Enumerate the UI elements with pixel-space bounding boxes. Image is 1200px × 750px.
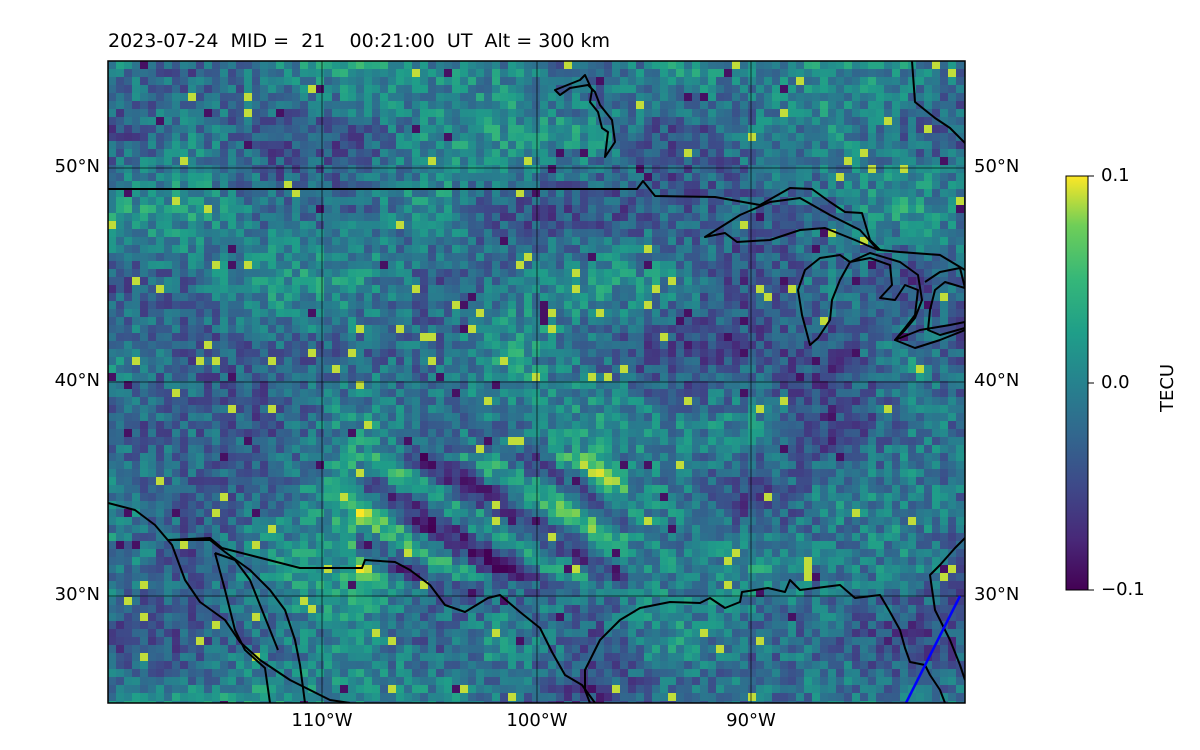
baja-peninsula	[214, 552, 279, 703]
us-mexico-border	[167, 537, 596, 703]
lon-label-100w: 100°W	[506, 710, 568, 731]
gulf-of-california	[168, 539, 306, 703]
colorbar-gradient	[1066, 176, 1088, 590]
colorbar-tick-label-bottom: −0.1	[1101, 579, 1145, 600]
mexico-baja-pacific	[108, 502, 351, 703]
lon-label-90w: 90°W	[726, 710, 776, 731]
colorbar-tick-label-mid: 0.0	[1101, 372, 1130, 393]
colorbar	[1065, 175, 1094, 591]
lat-label-left-50n: 50°N	[54, 156, 100, 177]
hudson-bay-coast	[554, 74, 616, 158]
lat-label-left-30n: 30°N	[54, 584, 100, 605]
gulf-coast	[584, 579, 946, 703]
lat-label-right-30n: 30°N	[974, 584, 1020, 605]
lake-erie	[894, 321, 965, 349]
map-frame	[107, 60, 966, 704]
lat-label-left-40n: 40°N	[54, 370, 100, 391]
lat-label-right-40n: 40°N	[974, 370, 1020, 391]
lon-label-110w: 110°W	[291, 710, 353, 731]
lake-huron	[849, 252, 923, 341]
gridlines	[108, 61, 965, 703]
lat-label-right-50n: 50°N	[974, 156, 1020, 177]
tec-heatmap	[108, 61, 965, 703]
colorbar-label: TECU	[1157, 363, 1178, 412]
coastlines	[108, 61, 965, 703]
us-canada-border	[108, 180, 965, 271]
lake-superior	[704, 197, 879, 251]
map-title: 2023-07-24 MID = 21 00:21:00 UT Alt = 30…	[108, 30, 611, 52]
florida-atlantic-coast	[929, 537, 965, 681]
map-overlay	[108, 61, 965, 703]
lake-ontario	[924, 267, 965, 336]
colorbar-tick-label-top: 0.1	[1101, 165, 1130, 186]
northeast-coast	[911, 61, 965, 144]
lake-michigan	[797, 254, 851, 346]
satellite-track	[904, 595, 962, 703]
